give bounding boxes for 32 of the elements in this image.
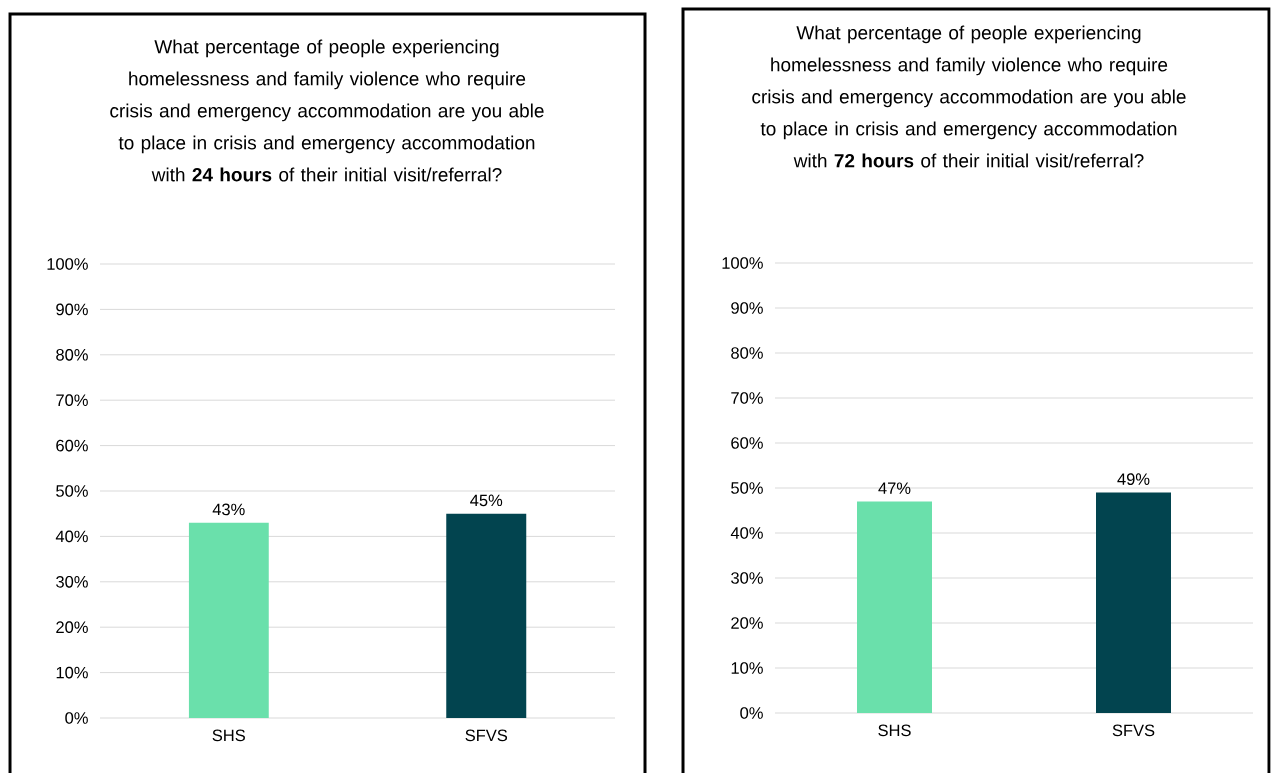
data-label: 47% (878, 482, 911, 494)
y-tick-label: 60% (56, 439, 88, 452)
chart-title: What percentage of people experiencing homelessness and family violence who require crisis and emergency accommodation are you able to place in crisis and emergency accommodation with 72 hours of their initial visit/referral? (752, 25, 1186, 168)
x-tick-label: SFVS (1112, 724, 1155, 737)
y-tick-label: 90% (56, 303, 88, 316)
y-tick-label: 20% (56, 621, 88, 634)
chart-title: What percentage of people experiencing homelessness and family violence who require crisis and emergency accommodation are you able to place in crisis and emergency accommodation with 24 hours of their initial visit/referral? (110, 39, 544, 182)
y-tick-label: 30% (731, 572, 763, 584)
y-tick-label: 60% (731, 437, 763, 449)
x-tick-label: SHS (878, 724, 911, 737)
y-tick-label: 70% (731, 392, 763, 404)
data-label: 43% (212, 503, 245, 516)
y-tick-label: 80% (56, 348, 88, 361)
data-label: 49% (1117, 473, 1150, 485)
y-tick-label: 50% (731, 482, 763, 494)
y-tick-label: 0% (65, 712, 88, 724)
y-tick-label: 70% (56, 394, 88, 407)
y-tick-label: 30% (56, 575, 88, 588)
y-tick-label: 100% (722, 257, 763, 269)
data-label: 45% (470, 494, 503, 507)
y-tick-label: 40% (55, 530, 88, 543)
y-tick-label: 90% (731, 302, 763, 314)
y-tick-label: 50% (56, 485, 88, 497)
y-tick-label: 10% (731, 662, 763, 674)
y-tick-label: 40% (730, 527, 763, 539)
y-tick-label: 20% (731, 617, 763, 629)
x-tick-label: SFVS (465, 729, 508, 742)
y-tick-label: 10% (56, 666, 88, 679)
x-tick-label: SHS (212, 729, 245, 742)
y-tick-label: 100% (47, 258, 88, 270)
y-tick-label: 0% (740, 707, 763, 719)
y-tick-label: 80% (731, 347, 763, 359)
